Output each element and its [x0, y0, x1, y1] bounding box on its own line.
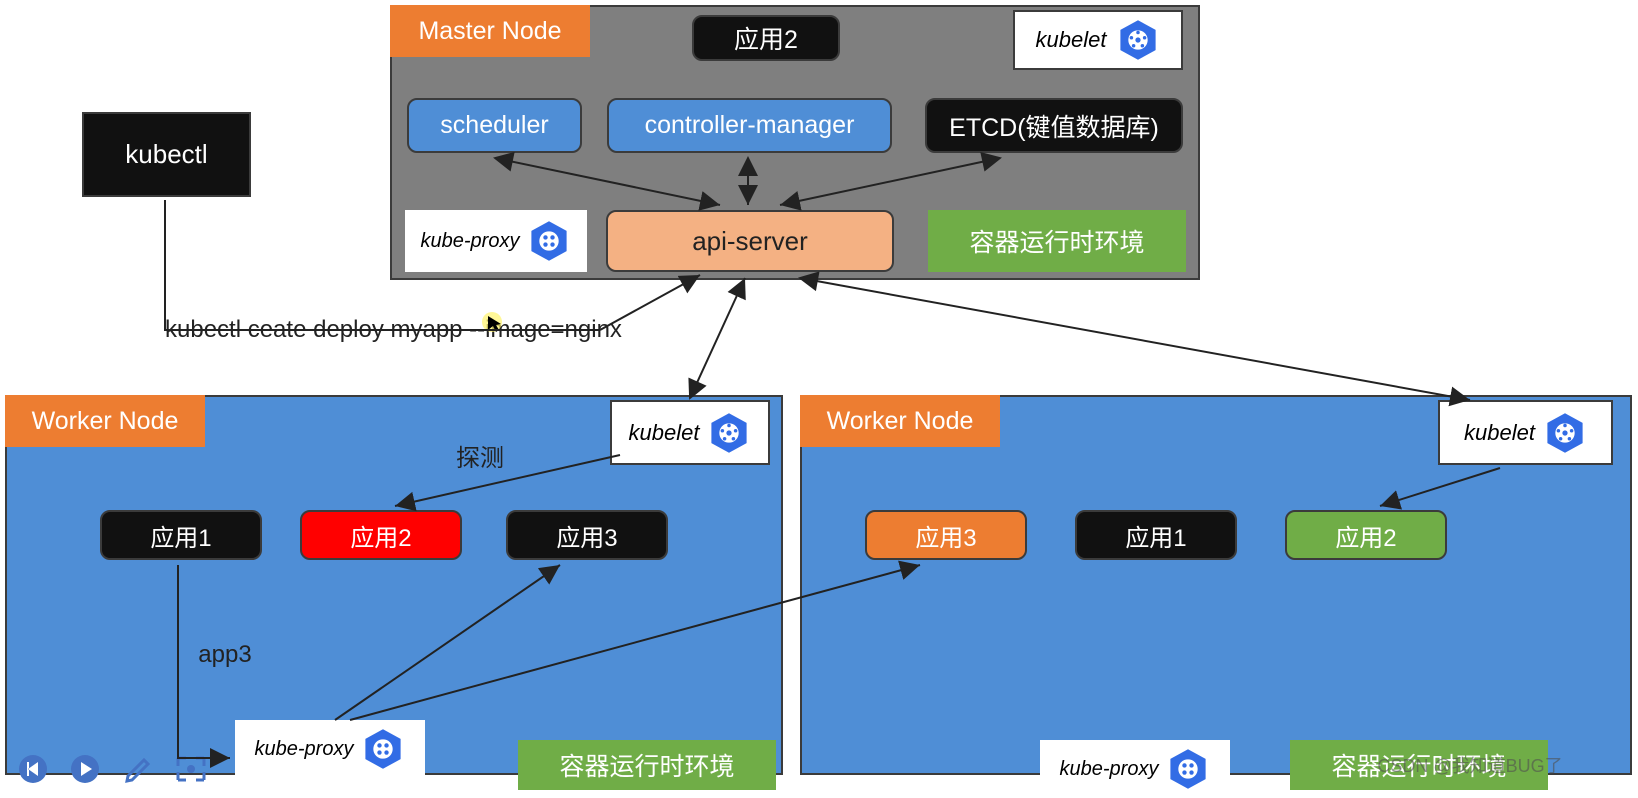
play-icon[interactable]	[70, 754, 100, 784]
kubelet-icon	[707, 411, 751, 455]
kproxy-icon	[361, 727, 405, 771]
worker1-title: Worker Node	[5, 395, 205, 447]
prev-icon[interactable]	[18, 754, 48, 784]
worker1-kubelet-label: kubelet	[629, 420, 700, 446]
worker2-app3: 应用3	[865, 510, 1027, 560]
master-kubelet-label: kubelet	[1036, 27, 1107, 53]
worker2-app1: 应用1	[1075, 510, 1237, 560]
video-controls	[18, 754, 208, 784]
worker2-kube-proxy-box: kube-proxy	[1040, 740, 1230, 798]
scheduler-box: scheduler	[407, 98, 582, 153]
worker2-kube-proxy-label: kube-proxy	[1060, 758, 1159, 781]
kproxy-icon	[527, 219, 571, 263]
worker2-kubelet-box: kubelet	[1438, 400, 1613, 465]
master-runtime-box: 容器运行时环境	[928, 210, 1186, 272]
kubectl-command-text: kubectl ceate deploy myapp --image=nginx	[165, 315, 705, 345]
kubelet-icon	[1543, 411, 1587, 455]
worker1-runtime-box: 容器运行时环境	[518, 740, 776, 790]
worker2-kubelet-label: kubelet	[1464, 420, 1535, 446]
api-server-box: api-server	[606, 210, 894, 272]
worker2-app2: 应用2	[1285, 510, 1447, 560]
worker1-kubelet-box: kubelet	[610, 400, 770, 465]
worker1-kube-proxy-box: kube-proxy	[235, 720, 425, 778]
focus-icon[interactable]	[174, 754, 208, 784]
cursor-icon	[480, 310, 510, 340]
master-node-title: Master Node	[390, 5, 590, 57]
worker1-app3-text: app3	[190, 640, 260, 670]
master-kubelet-box: kubelet	[1013, 10, 1183, 70]
edit-icon[interactable]	[122, 754, 152, 784]
master-kube-proxy-label: kube-proxy	[421, 230, 520, 253]
worker2-title: Worker Node	[800, 395, 1000, 447]
master-app2-pill: 应用2	[692, 15, 840, 61]
kproxy-icon	[1166, 747, 1210, 791]
kubelet-icon	[1116, 18, 1160, 62]
watermark-text: CSDN @我知道BUG了	[1320, 750, 1620, 780]
worker1-app3: 应用3	[506, 510, 668, 560]
worker1-probe-text: 探测	[445, 440, 515, 470]
worker1-app2: 应用2	[300, 510, 462, 560]
worker1-kube-proxy-label: kube-proxy	[255, 738, 354, 761]
master-kube-proxy-box: kube-proxy	[405, 210, 587, 272]
etcd-box: ETCD(键值数据库)	[925, 98, 1183, 153]
kubectl-box: kubectl	[82, 112, 251, 197]
worker1-app1: 应用1	[100, 510, 262, 560]
controller-manager-box: controller-manager	[607, 98, 892, 153]
